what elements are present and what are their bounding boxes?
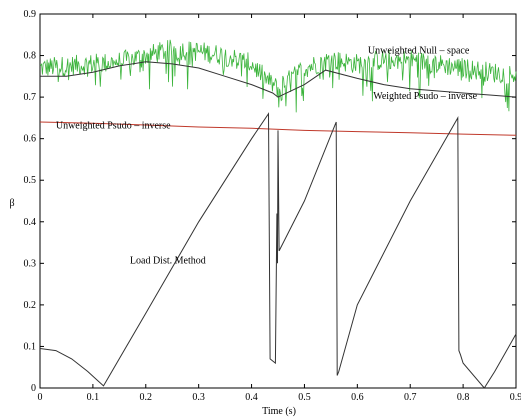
x-tick-label: 0.9 bbox=[510, 392, 521, 403]
annotation-label: Weighted Psudo – inverse bbox=[373, 91, 477, 102]
y-tick-label: 0.5 bbox=[24, 175, 37, 186]
x-tick-label: 0.7 bbox=[404, 392, 417, 403]
y-tick-label: 0.4 bbox=[24, 217, 37, 228]
annotation-label: Load Dist. Method bbox=[130, 255, 206, 266]
y-tick-label: 0.2 bbox=[24, 300, 37, 311]
x-tick-label: 0.8 bbox=[457, 392, 470, 403]
x-tick-label: 0.2 bbox=[140, 392, 153, 403]
annotation-label: Unweighted Null – space bbox=[368, 45, 470, 56]
y-tick-label: 0.3 bbox=[24, 258, 37, 269]
x-tick-label: 0.3 bbox=[192, 392, 205, 403]
y-tick-label: 0.9 bbox=[24, 9, 37, 20]
x-tick-label: 0.1 bbox=[87, 392, 100, 403]
x-tick-label: 0 bbox=[38, 392, 43, 403]
y-tick-label: 0 bbox=[31, 383, 36, 394]
y-tick-label: 0.7 bbox=[24, 92, 37, 103]
y-tick-label: 0.1 bbox=[24, 341, 37, 352]
y-tick-label: 0.8 bbox=[24, 51, 37, 62]
x-tick-label: 0.6 bbox=[351, 392, 364, 403]
y-tick-label: 0.6 bbox=[24, 134, 37, 145]
x-tick-label: 0.4 bbox=[245, 392, 258, 403]
x-axis-label: Time (s) bbox=[262, 406, 296, 417]
series-line-load-dist-method bbox=[40, 114, 516, 388]
annotation-label: Unweighted Psudo – inverse bbox=[56, 120, 171, 131]
y-axis-label: β bbox=[9, 198, 14, 209]
x-tick-label: 0.5 bbox=[298, 392, 311, 403]
